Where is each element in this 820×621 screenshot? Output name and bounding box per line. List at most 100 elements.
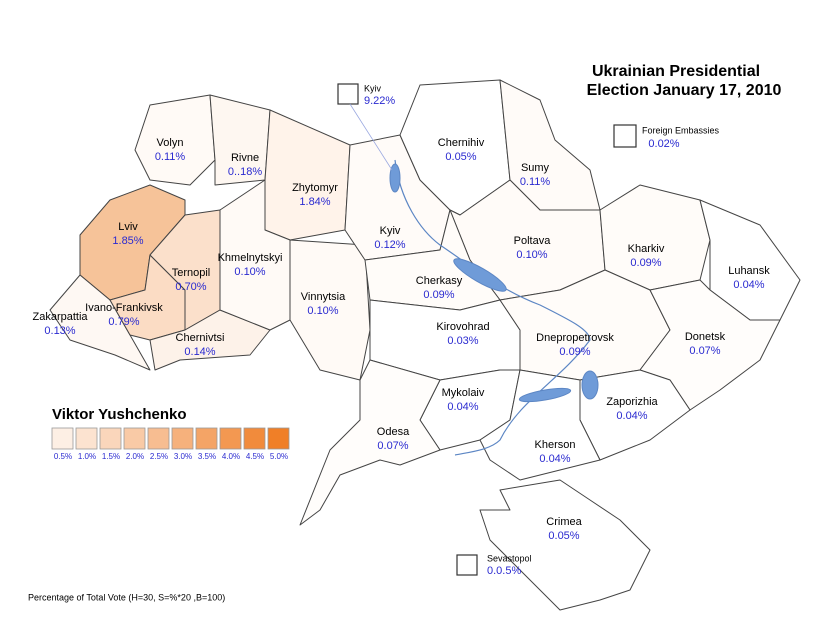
inset-value: 0.02% bbox=[648, 138, 679, 150]
inset-box bbox=[613, 124, 637, 148]
inset-value: 9.22% bbox=[364, 95, 395, 107]
region-value: 0.10% bbox=[234, 266, 265, 278]
region-name: Volyn bbox=[157, 137, 184, 149]
region-value: 1.84% bbox=[299, 196, 330, 208]
region-name: Chernihiv bbox=[438, 137, 485, 149]
region-value: 0.07% bbox=[377, 440, 408, 452]
region-chernivtsi bbox=[149, 309, 271, 371]
inset-value: 0.0.5% bbox=[487, 565, 521, 577]
leader-line bbox=[349, 103, 393, 171]
region-crimea bbox=[479, 479, 651, 611]
region-value: 0.05% bbox=[548, 530, 579, 542]
legend-swatch bbox=[75, 427, 98, 450]
legend-label: 1.0% bbox=[78, 452, 96, 461]
region-name: Zaporizhia bbox=[606, 396, 658, 408]
region-donetsk bbox=[639, 279, 781, 411]
region-value: 0.04% bbox=[733, 279, 764, 291]
region-value: 0.09% bbox=[423, 289, 454, 301]
legend-swatch bbox=[219, 427, 242, 450]
legend-label: 4.5% bbox=[246, 452, 264, 461]
region-name: Ternopil bbox=[172, 267, 211, 279]
region-name: Vinnytsia bbox=[301, 291, 346, 303]
inset-name: Sevastopol bbox=[487, 553, 532, 563]
region-zakarpattia bbox=[49, 274, 151, 371]
region-name: Kharkiv bbox=[628, 243, 665, 255]
title: Election January 17, 2010 bbox=[587, 82, 782, 99]
region-name: Lviv bbox=[118, 221, 138, 233]
region-value: 0.12% bbox=[374, 239, 405, 251]
region-zhytomyr bbox=[264, 109, 351, 241]
region-value: 0.13% bbox=[44, 325, 75, 337]
region-name: Odesa bbox=[377, 426, 410, 438]
legend-label: 2.0% bbox=[126, 452, 144, 461]
legend-swatch bbox=[147, 427, 170, 450]
legend-title: Viktor Yushchenko bbox=[52, 406, 187, 423]
legend-swatch bbox=[243, 427, 266, 450]
inset-boxes bbox=[337, 83, 637, 576]
reservoir bbox=[518, 387, 572, 403]
rivers bbox=[389, 159, 599, 456]
region-name: Kherson bbox=[535, 439, 576, 451]
region-name: Chernivtsi bbox=[176, 332, 225, 344]
region-name: Zhytomyr bbox=[292, 182, 338, 194]
region-value: 0.11% bbox=[520, 176, 551, 188]
region-value: 0.70% bbox=[175, 281, 206, 293]
region-value: 1.85% bbox=[112, 235, 143, 247]
region-kherson bbox=[479, 369, 601, 481]
legend-label: 1.5% bbox=[102, 452, 120, 461]
region-kharkiv bbox=[599, 184, 711, 291]
region-name: Dnepropetrovsk bbox=[536, 332, 614, 344]
reservoir bbox=[453, 258, 507, 292]
region-name: Khmelnytskyi bbox=[218, 252, 283, 264]
region-rivne bbox=[209, 94, 271, 186]
regions bbox=[49, 79, 801, 611]
legend-label: 3.0% bbox=[174, 452, 192, 461]
title: Ukrainian Presidential bbox=[592, 63, 760, 80]
region-name: Donetsk bbox=[685, 331, 726, 343]
region-value: 0.03% bbox=[447, 335, 478, 347]
inset-name: Foreign Embassies bbox=[642, 125, 720, 135]
legend-swatch bbox=[99, 427, 122, 450]
region-value: 0.04% bbox=[447, 401, 478, 413]
legend-label: 0.5% bbox=[54, 452, 72, 461]
region-name: Ivano-Frankivsk bbox=[85, 302, 163, 314]
region-value: 0..18% bbox=[228, 166, 262, 178]
region-value: 0.04% bbox=[539, 453, 570, 465]
footnote: Percentage of Total Vote (H=30, S=%*20 ,… bbox=[28, 592, 225, 602]
region-name: Kirovohrad bbox=[436, 321, 489, 333]
legend-label: 3.5% bbox=[198, 452, 216, 461]
river-dnipro bbox=[394, 159, 591, 456]
legend-swatch bbox=[51, 427, 74, 450]
legend-swatch bbox=[171, 427, 194, 450]
region-name: Cherkasy bbox=[416, 275, 463, 287]
region-value: 0.10% bbox=[516, 249, 547, 261]
inset-box bbox=[456, 554, 478, 576]
legend-label: 5.0% bbox=[270, 452, 288, 461]
region-name: Luhansk bbox=[728, 265, 770, 277]
region-value: 0.04% bbox=[616, 410, 647, 422]
region-name: Rivne bbox=[231, 152, 259, 164]
region-name: Crimea bbox=[546, 516, 582, 528]
legend-label: 4.0% bbox=[222, 452, 240, 461]
legend-label: 2.5% bbox=[150, 452, 168, 461]
region-odesa bbox=[299, 359, 441, 526]
region-name: Poltava bbox=[514, 235, 552, 247]
region-value: 0.05% bbox=[445, 151, 476, 163]
region-value: 0.09% bbox=[559, 346, 590, 358]
legend-swatch bbox=[267, 427, 290, 450]
region-name: Mykolaiv bbox=[442, 387, 485, 399]
region-value: 0.14% bbox=[184, 346, 215, 358]
region-value: 0.09% bbox=[630, 257, 661, 269]
inset-box bbox=[337, 83, 359, 105]
legend-swatch bbox=[195, 427, 218, 450]
reservoir bbox=[581, 370, 599, 400]
region-name: Sumy bbox=[521, 162, 550, 174]
inset-name: Kyiv bbox=[364, 83, 382, 93]
region-value: 0.11% bbox=[155, 151, 186, 163]
reservoir bbox=[389, 163, 401, 193]
region-name: Kyiv bbox=[380, 225, 401, 237]
region-value: 0.07% bbox=[689, 345, 720, 357]
legend: 0.5% 1.0% 1.5% 2.0% 2.5% 3.0% 3.5% 4.0% 4.5% 5.0% bbox=[51, 427, 290, 461]
legend-swatch bbox=[123, 427, 146, 450]
